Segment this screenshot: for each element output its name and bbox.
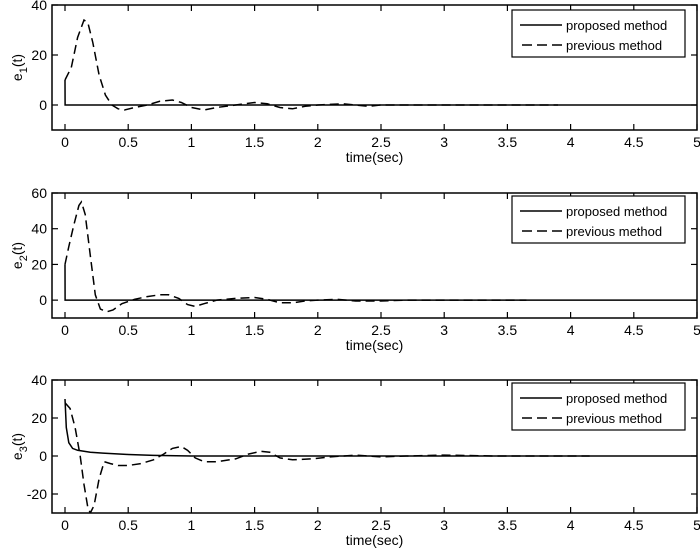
- subplot-3: 0 0.5 1 1.5 2 2.5 3 3.5 4 4.5 5 -20 0 20 40 time(sec) e3…: [9, 372, 700, 548]
- x-tick-label: 4: [567, 517, 575, 533]
- x-tick-label: 2.5: [371, 517, 391, 533]
- x-tick-label: 3.5: [498, 134, 518, 150]
- legend-box: [511, 9, 686, 58]
- x-tick-label: 3: [440, 322, 448, 338]
- y-tick-label: -20: [27, 486, 47, 502]
- proposed-method-line: [64, 398, 697, 457]
- y-tick-label: 0: [39, 97, 47, 113]
- x-axis-label: time(sec): [346, 149, 404, 165]
- previous-method-line: [64, 200, 527, 313]
- y-tick-label: 20: [31, 256, 47, 272]
- x-tick-label: 5: [693, 134, 700, 150]
- legend: proposed method previous method: [511, 195, 686, 244]
- x-tick-label: 4: [567, 322, 575, 338]
- x-tick-label: 0.5: [118, 134, 138, 150]
- x-tick-label: 0: [61, 134, 69, 150]
- x-tick-label: 1.5: [245, 322, 265, 338]
- x-tick-label: 4.5: [624, 517, 644, 533]
- legend-box: [511, 195, 686, 244]
- legend: proposed method previous method: [511, 9, 686, 58]
- legend: proposed method previous method: [511, 382, 686, 431]
- legend-label-proposed: proposed method: [566, 391, 667, 406]
- x-tick-label: 3.5: [498, 517, 518, 533]
- x-tick-label: 3.5: [498, 322, 518, 338]
- y-axis-label: e2(t): [9, 242, 30, 269]
- legend-label-proposed: proposed method: [566, 204, 667, 219]
- x-tick-label: 4.5: [624, 322, 644, 338]
- y-tick-label: 40: [31, 221, 47, 237]
- x-tick-label: 2: [314, 134, 322, 150]
- y-axis-label: e3(t): [9, 433, 30, 460]
- x-tick-label: 1.5: [245, 517, 265, 533]
- subplot-2: 0 0.5 1 1.5 2 2.5 3 3.5 4 4.5 5 0 20 40 60 time(sec) e2(…: [9, 185, 700, 353]
- x-tick-label: 5: [693, 517, 700, 533]
- y-axis-label: e1(t): [9, 54, 30, 81]
- y-tick-label: 40: [31, 372, 47, 388]
- x-axis-label: time(sec): [346, 337, 404, 353]
- legend-box: [511, 382, 686, 431]
- x-tick-label: 2: [314, 322, 322, 338]
- x-tick-label: 2.5: [371, 134, 391, 150]
- x-tick-label: 0.5: [118, 322, 138, 338]
- legend-label-previous: previous method: [566, 224, 662, 239]
- legend-label-previous: previous method: [566, 411, 662, 426]
- x-tick-label: 1: [188, 134, 196, 150]
- x-tick-label: 4: [567, 134, 575, 150]
- x-tick-label: 1: [188, 517, 196, 533]
- x-tick-label: 4.5: [624, 134, 644, 150]
- y-tick-label: 20: [31, 47, 47, 63]
- x-tick-label: 3: [440, 134, 448, 150]
- y-tick-label: 20: [31, 410, 47, 426]
- legend-label-previous: previous method: [566, 38, 662, 53]
- x-tick-label: 1: [188, 322, 196, 338]
- subplot-1: 0 0.5 1 1.5 2 2.5 3 3.5 4 4.5 5 0 20 40 time(sec) e1(t)…: [9, 0, 700, 165]
- previous-method-line: [64, 402, 590, 513]
- x-tick-label: 0.5: [118, 517, 138, 533]
- x-tick-label: 0: [61, 517, 69, 533]
- x-tick-label: 2.5: [371, 322, 391, 338]
- x-tick-label: 1.5: [245, 134, 265, 150]
- y-tick-label: 40: [31, 0, 47, 13]
- y-tick-label: 0: [39, 448, 47, 464]
- x-tick-label: 5: [693, 322, 700, 338]
- x-tick-label: 2: [314, 517, 322, 533]
- legend-label-proposed: proposed method: [566, 18, 667, 33]
- x-axis-label: time(sec): [346, 532, 404, 548]
- previous-method-line: [64, 18, 558, 111]
- x-tick-label: 0: [61, 322, 69, 338]
- x-tick-label: 3: [440, 517, 448, 533]
- y-tick-label: 60: [31, 185, 47, 201]
- y-tick-label: 0: [39, 292, 47, 308]
